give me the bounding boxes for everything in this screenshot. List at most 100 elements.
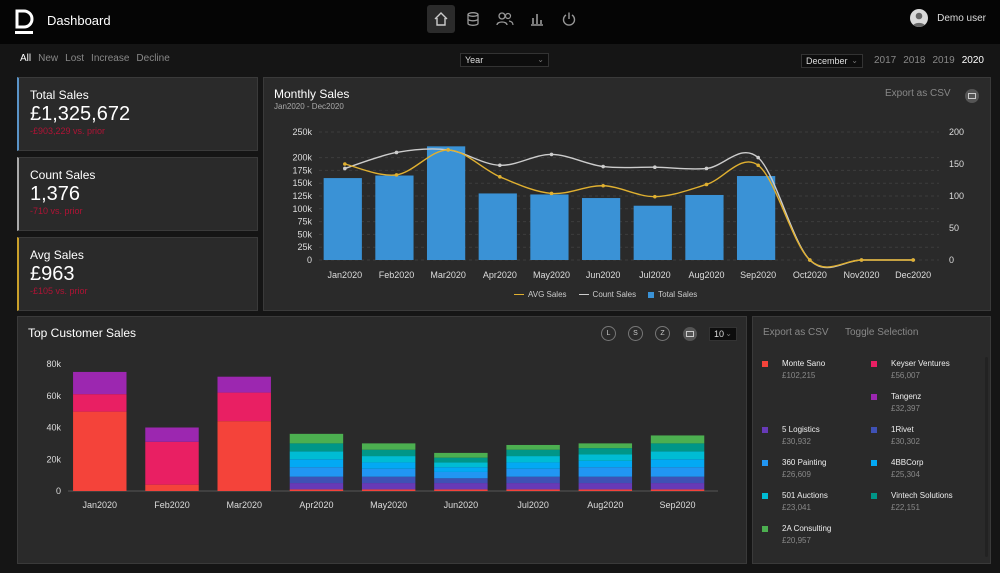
kpi-label: Avg Sales [30, 248, 84, 262]
color-swatch [871, 427, 877, 433]
panel-subtitle: Jan2020 - Dec2020 [274, 102, 344, 111]
nav-users[interactable] [491, 5, 519, 33]
stacked-bar-segment [289, 467, 344, 477]
period-select[interactable]: Year ⌄ [460, 53, 549, 67]
line-point [498, 175, 502, 179]
x-tick-label: Jun2020 [586, 270, 621, 280]
legend-label: Count Sales [592, 290, 637, 299]
top-customer-panel: Top Customer Sales L S Z 10 ⌄ 0 20k 40k 60k… [17, 316, 747, 564]
stacked-bar-segment [578, 454, 633, 461]
customer-amount: £22,151 [891, 503, 920, 512]
stacked-bar-segment [578, 476, 633, 484]
legend-item: Count Sales [578, 290, 637, 299]
chevron-down-icon: ⌄ [851, 56, 858, 65]
year-filter: 2017 2018 2019 2020 [874, 55, 984, 66]
nav-database[interactable] [459, 5, 487, 33]
month-select[interactable]: December ⌄ [801, 54, 863, 68]
customer-amount: £30,932 [782, 437, 811, 446]
chevron-down-icon: ⌄ [537, 55, 544, 64]
filter-decline[interactable]: Decline [136, 53, 170, 64]
x-tick-label: Aug2020 [688, 270, 724, 280]
stacked-bar-segment [650, 443, 705, 452]
panel-title: Top Customer Sales [28, 326, 137, 340]
stacked-bar-segment [506, 449, 560, 457]
view-toggle-button[interactable] [683, 327, 697, 341]
x-tick-label: May2020 [370, 500, 407, 510]
stacked-bar-segment [506, 456, 560, 463]
stacked-bar-segment [578, 483, 633, 490]
customer-name: 360 Painting [782, 458, 827, 467]
filter-new[interactable]: New [38, 53, 59, 64]
bar [633, 205, 672, 260]
x-tick-label: Mar2020 [226, 500, 262, 510]
legend-label: AVG Sales [528, 290, 567, 299]
page-size-select[interactable]: 10 ⌄ [709, 327, 737, 341]
kpi-value: £1,325,672 [30, 103, 131, 125]
y-tick-label: 25k [297, 242, 312, 252]
export-csv-button[interactable]: Export as CSV [885, 88, 951, 99]
app-title: Dashboard [47, 13, 111, 28]
chart-mode-s-button[interactable]: S [628, 326, 643, 341]
view-toggle-button[interactable] [965, 89, 979, 103]
nav-charts[interactable] [523, 5, 551, 33]
y-tick-label: 0 [56, 486, 61, 496]
year-2020[interactable]: 2020 [961, 55, 984, 66]
nav-home[interactable] [427, 5, 455, 33]
chart-mode-z-button[interactable]: Z [655, 326, 670, 341]
stacked-bar-segment [578, 460, 633, 468]
user-menu[interactable]: Demo user [910, 9, 986, 27]
color-swatch [762, 526, 768, 532]
color-swatch [762, 493, 768, 499]
x-tick-label: Jan2020 [83, 500, 118, 510]
y-tick-label: 50k [297, 229, 312, 239]
stacked-bar-segment [289, 451, 344, 460]
bar [685, 194, 724, 260]
year-2019[interactable]: 2019 [932, 55, 955, 66]
stacked-bar-segment [506, 483, 560, 490]
y-tick-label: 20k [46, 454, 61, 464]
stacked-bar-segment [361, 489, 416, 491]
chevron-down-icon: ⌄ [725, 329, 732, 338]
y-tick-label: 60k [46, 391, 61, 401]
bar [375, 175, 414, 260]
home-icon [434, 12, 448, 26]
avatar [910, 9, 929, 27]
y2-tick-label: 100 [949, 191, 964, 201]
stacked-bar-segment [289, 433, 344, 444]
stacked-bar-segment [506, 462, 560, 469]
y-tick-label: 125k [292, 191, 312, 201]
stacked-bar-segment [650, 435, 705, 444]
line-point [756, 163, 760, 168]
nav-power[interactable] [555, 5, 583, 33]
filter-all[interactable]: All [20, 53, 32, 64]
stacked-bar-segment [434, 452, 488, 458]
user-icon [912, 12, 926, 27]
logo-icon [15, 9, 34, 34]
filter-increase[interactable]: Increase [91, 53, 130, 64]
year-2018[interactable]: 2018 [903, 55, 926, 66]
kpi-value: £963 [30, 263, 75, 285]
power-icon [562, 12, 576, 26]
export-csv-button[interactable]: Export as CSV [763, 327, 829, 338]
stacked-bar-segment [506, 489, 560, 491]
x-tick-label: Nov2020 [843, 270, 879, 280]
filter-lost[interactable]: Lost [65, 53, 85, 64]
x-tick-label: Mar2020 [430, 270, 466, 280]
stacked-bar-segment [578, 448, 633, 455]
main-nav [427, 5, 583, 33]
bar [581, 198, 621, 260]
x-tick-label: May2020 [533, 270, 570, 280]
color-swatch [762, 361, 768, 367]
year-2017[interactable]: 2017 [874, 55, 897, 66]
chart-mode-l-button[interactable]: L [601, 326, 616, 341]
customer-name: Keyser Ventures [891, 359, 950, 368]
grid-icon [968, 93, 976, 99]
kpi-value: 1,376 [30, 183, 81, 205]
line-point [498, 163, 502, 168]
kpi-delta: -710 vs. prior [30, 206, 83, 216]
period-select-value: Year [465, 55, 484, 65]
scrollbar[interactable] [985, 357, 988, 557]
toggle-selection-button[interactable]: Toggle Selection [845, 327, 919, 338]
bar [478, 193, 517, 260]
customer-list-panel: Export as CSV Toggle Selection Monte San… [752, 316, 991, 564]
